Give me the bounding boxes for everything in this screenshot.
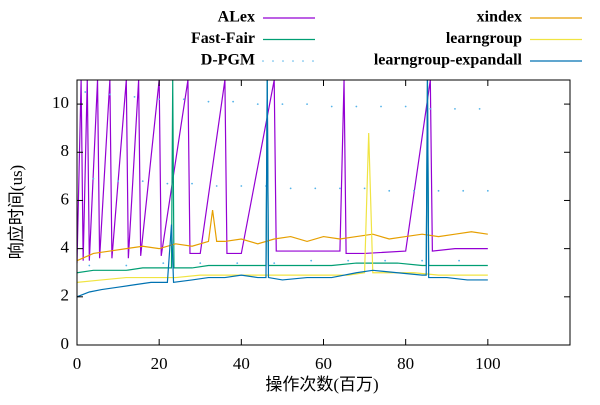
y-tick-label: 8 bbox=[61, 141, 70, 160]
data-point bbox=[437, 189, 440, 192]
data-point bbox=[158, 98, 161, 101]
data-point bbox=[133, 95, 136, 98]
data-point bbox=[125, 264, 128, 267]
data-point bbox=[289, 187, 292, 190]
x-tick-label: 100 bbox=[475, 354, 501, 373]
data-point bbox=[412, 189, 415, 192]
x-tick-label: 20 bbox=[151, 354, 168, 373]
y-axis-label: 响应时间(us) bbox=[7, 165, 26, 259]
y-tick-label: 2 bbox=[61, 286, 70, 305]
legend-label: Fast-Fair bbox=[191, 30, 255, 47]
legend-swatch bbox=[292, 60, 294, 62]
legend-label: xindex bbox=[477, 9, 522, 26]
legend: ALex Fast-Fair D-PGM xindex learngroup learng… bbox=[191, 9, 582, 69]
data-point bbox=[88, 264, 91, 267]
data-point bbox=[339, 187, 341, 190]
data-point bbox=[363, 187, 366, 190]
data-point bbox=[215, 185, 218, 187]
legend-swatch bbox=[272, 60, 274, 62]
data-point bbox=[388, 189, 391, 192]
series-line bbox=[77, 80, 488, 298]
data-point bbox=[380, 105, 382, 108]
y-tick-label: 0 bbox=[61, 334, 70, 353]
data-point bbox=[256, 103, 259, 105]
legend-label: ALex bbox=[218, 9, 255, 26]
data-point bbox=[162, 262, 165, 264]
data-point bbox=[306, 103, 308, 105]
data-point bbox=[429, 108, 432, 110]
data-point bbox=[330, 105, 333, 108]
data-point bbox=[117, 180, 119, 183]
x-tick-label: 40 bbox=[233, 354, 250, 373]
data-point bbox=[92, 177, 95, 180]
data-point bbox=[314, 187, 317, 190]
x-tick-label: 80 bbox=[397, 354, 414, 373]
y-tick-label: 10 bbox=[52, 93, 69, 112]
data-point bbox=[384, 259, 387, 262]
data-point bbox=[236, 262, 239, 264]
data-point bbox=[458, 259, 460, 262]
data-point bbox=[478, 108, 481, 110]
legend-swatch bbox=[312, 60, 314, 62]
data-point bbox=[166, 182, 169, 185]
series-line bbox=[77, 80, 488, 264]
data-point bbox=[232, 100, 235, 103]
data-point bbox=[454, 108, 456, 110]
data-point bbox=[141, 180, 144, 183]
plot-frame bbox=[76, 79, 571, 346]
x-axis-label: 操作次数(百万) bbox=[265, 375, 378, 394]
data-point bbox=[108, 93, 111, 96]
data-point bbox=[347, 259, 350, 262]
data-point bbox=[182, 98, 185, 101]
plot-area bbox=[77, 80, 489, 298]
data-point bbox=[207, 100, 210, 103]
data-point bbox=[404, 105, 407, 108]
data-point bbox=[421, 259, 423, 262]
legend-label: learngroup-expandall bbox=[374, 52, 523, 69]
legend-label: D-PGM bbox=[201, 52, 255, 69]
data-point bbox=[84, 91, 87, 93]
legend-swatch bbox=[282, 60, 284, 62]
legend-swatch bbox=[302, 60, 304, 62]
data-point bbox=[273, 262, 276, 264]
data-point bbox=[240, 185, 243, 187]
data-point bbox=[462, 189, 465, 192]
x-tick-label: 60 bbox=[315, 354, 332, 373]
y-tick-label: 6 bbox=[61, 189, 70, 208]
y-tick-label: 4 bbox=[61, 238, 70, 257]
series-line bbox=[77, 132, 488, 283]
data-point bbox=[355, 105, 358, 108]
x-tick-label: 0 bbox=[73, 354, 82, 373]
legend-swatch bbox=[262, 60, 264, 62]
data-point bbox=[199, 262, 202, 264]
data-point bbox=[191, 182, 193, 185]
data-point bbox=[310, 259, 313, 262]
data-point bbox=[486, 189, 489, 192]
data-point bbox=[281, 103, 284, 105]
legend-label: learngroup bbox=[446, 30, 522, 47]
